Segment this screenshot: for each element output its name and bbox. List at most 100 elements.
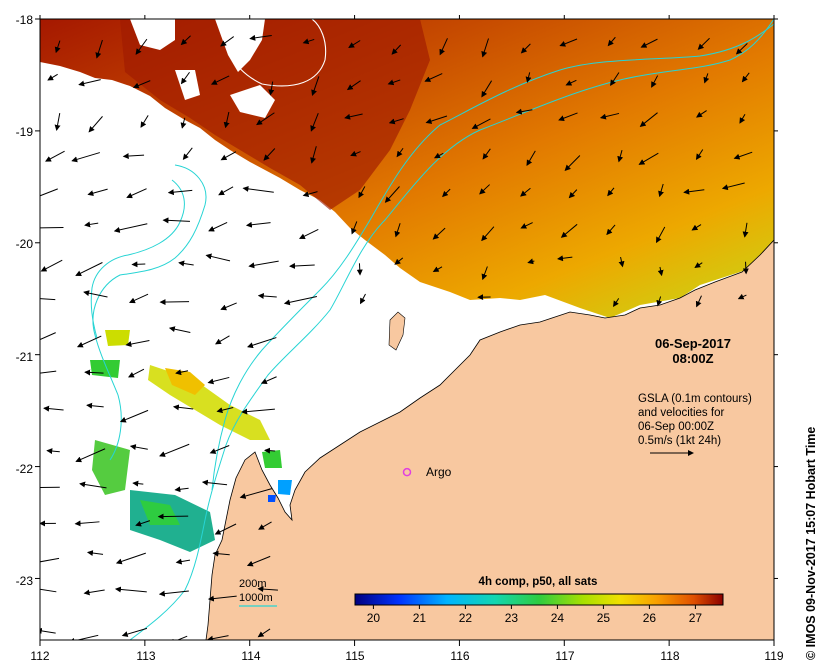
velocity-arrow	[696, 110, 707, 118]
info-line-2: and velocities for	[638, 407, 724, 419]
velocity-arrow	[344, 113, 363, 120]
lon-tick-112: 112	[30, 649, 49, 663]
colorbar-tick-label: 21	[413, 611, 427, 625]
velocity-arrow	[618, 256, 625, 268]
velocity-arrow	[158, 590, 189, 597]
velocity-arrow	[310, 113, 319, 132]
velocity-arrow	[656, 296, 663, 307]
velocity-arrow	[558, 112, 578, 122]
velocity-arrow	[388, 118, 404, 125]
velocity-arrow	[658, 183, 664, 198]
gsla-contour	[222, 19, 327, 87]
velocity-arrow	[439, 38, 448, 56]
colorbar-labels: 20 21 22 23 24 25 26 27	[367, 611, 703, 625]
velocity-arrow	[356, 263, 363, 276]
velocity-arrow	[201, 479, 228, 486]
velocity-arrow	[526, 150, 536, 166]
velocity-arrow	[268, 81, 275, 96]
velocity-arrow	[432, 227, 446, 240]
velocity-arrow	[178, 260, 194, 267]
velocity-arrow	[695, 149, 704, 161]
velocity-arrow	[613, 298, 620, 308]
velocity-arrow	[735, 43, 748, 55]
velocity-arrow	[119, 409, 149, 423]
velocity-arrow	[126, 188, 147, 199]
lon-tick-118: 118	[660, 649, 679, 663]
velocity-arrow	[135, 38, 148, 55]
velocity-arrow	[639, 112, 658, 127]
velocity-arrow	[694, 262, 703, 269]
velocity-arrow	[651, 75, 659, 88]
velocity-arrow	[384, 186, 400, 203]
velocity-arrow	[607, 36, 616, 47]
velocity-arrow	[481, 38, 489, 58]
velocity-arrow	[83, 290, 108, 298]
velocity-arrow	[737, 293, 747, 300]
velocity-arrow	[257, 628, 271, 638]
lat-tick-21: -21	[16, 350, 34, 364]
velocity-arrow	[68, 634, 99, 640]
velocity-arrow	[132, 480, 144, 487]
velocity-arrow	[84, 221, 99, 228]
velocity-arrow	[180, 117, 187, 129]
velocity-arrow	[481, 80, 493, 98]
velocity-arrow	[54, 40, 61, 54]
velocity-arrow	[257, 292, 277, 299]
velocity-arrow	[125, 340, 150, 347]
isobath-1000m	[129, 19, 774, 640]
velocity-arrow	[741, 72, 750, 83]
velocity-arrow	[87, 188, 108, 197]
velocity-arrow	[115, 552, 146, 565]
velocity-arrow	[394, 223, 401, 238]
velocity-arrow	[350, 150, 361, 157]
velocity-arrow	[394, 257, 404, 265]
velocity-arrow	[310, 146, 317, 164]
velocity-arrow	[75, 262, 103, 276]
velocity-arrow	[180, 71, 190, 85]
velocity-arrow	[302, 38, 315, 45]
lon-tick-113: 113	[136, 649, 155, 663]
velocity-arrow	[175, 369, 189, 376]
velocity-arrow	[40, 259, 63, 272]
velocity-arrow	[481, 266, 488, 281]
velocity-arrow	[212, 550, 230, 557]
axis-ticks	[35, 15, 778, 646]
credit-label: © IMOS 09-Nov-2017 15:07 Hobart Time	[804, 426, 818, 660]
velocity-arrow	[175, 558, 191, 565]
velocity-arrow	[40, 588, 57, 593]
argo-label: Argo	[426, 465, 452, 479]
velocity-arrow	[79, 481, 107, 489]
velocity-arrow	[638, 152, 659, 165]
sst-sparse-patches	[90, 330, 292, 552]
velocity-arrow	[617, 149, 624, 163]
velocity-arrow	[214, 523, 237, 535]
lat-tick-22: -22	[16, 462, 34, 476]
cloud-gap	[230, 85, 275, 118]
colorbar-ticks	[372, 605, 696, 609]
velocity-arrow	[223, 111, 230, 129]
velocity-arrow	[245, 221, 271, 228]
velocity-arrow	[174, 486, 189, 493]
lat-tick-19: -19	[16, 125, 34, 139]
velocity-arrow	[71, 152, 100, 163]
velocity-arrow	[387, 79, 401, 86]
velocity-arrow	[40, 557, 60, 563]
velocity-arrow	[610, 72, 620, 86]
velocity-arrow	[242, 185, 274, 193]
velocity-arrow	[640, 38, 658, 48]
velocity-arrow	[559, 38, 578, 47]
colorbar-tick-label: 26	[643, 611, 657, 625]
argo-marker[interactable]	[402, 467, 412, 477]
velocity-arrow	[210, 75, 230, 85]
velocity-arrow	[263, 148, 276, 161]
velocity-arrow	[742, 222, 749, 238]
velocity-arrow	[208, 222, 228, 232]
colorbar	[354, 593, 724, 606]
velocity-arrow	[241, 408, 275, 415]
cloud-gap	[130, 19, 175, 50]
velocity-arrow	[695, 295, 702, 308]
velocity-arrow	[568, 189, 578, 199]
velocity-arrow	[298, 228, 319, 239]
velocity-arrow	[121, 627, 148, 637]
velocity-arrow	[358, 186, 366, 199]
